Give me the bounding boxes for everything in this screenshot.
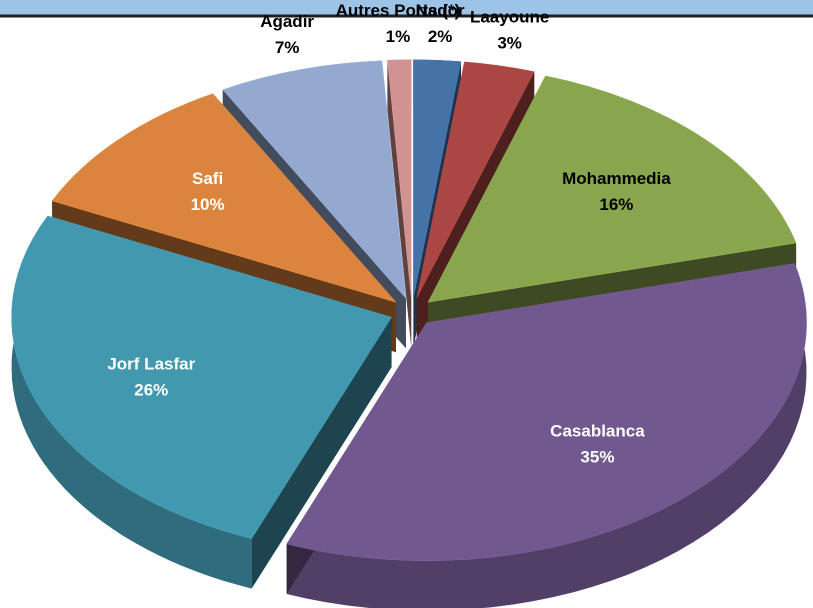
slice-labels: Nador 2% Laayoune 3% Mohammedia 16% Casablanca… bbox=[107, 1, 671, 467]
slice-name: Agadir bbox=[260, 12, 314, 31]
slice-name: Nador bbox=[416, 1, 466, 20]
slice-name: Safi bbox=[192, 169, 223, 188]
slice-value: 2% bbox=[428, 27, 453, 46]
slice bbox=[51, 93, 397, 303]
slice bbox=[222, 60, 407, 300]
slice-value: 3% bbox=[497, 33, 522, 52]
slice-value: 10% bbox=[191, 195, 225, 214]
slice bbox=[11, 215, 392, 539]
slice-tops bbox=[11, 59, 807, 561]
slice-value: 1% bbox=[386, 27, 411, 46]
slice-side bbox=[11, 215, 252, 589]
slice-name: Jorf Lasfar bbox=[107, 354, 195, 373]
slice-name: Mohammedia bbox=[562, 169, 671, 188]
slice-value: 16% bbox=[599, 195, 633, 214]
slice-value: 7% bbox=[275, 38, 300, 57]
slice-value: 35% bbox=[580, 448, 614, 467]
slice-value: 26% bbox=[134, 380, 168, 399]
slice bbox=[427, 75, 797, 303]
slice-name: Laayoune bbox=[470, 7, 549, 26]
slice bbox=[416, 61, 535, 299]
slice-side bbox=[286, 263, 807, 608]
slice-name: Autres Ports (*) bbox=[336, 1, 461, 20]
slice bbox=[413, 59, 462, 298]
slice bbox=[286, 263, 807, 561]
slice-wall bbox=[387, 60, 412, 348]
slice-name: Casablanca bbox=[550, 422, 645, 441]
top-band bbox=[0, 0, 813, 15]
slice-wall bbox=[251, 317, 392, 589]
slice bbox=[387, 59, 412, 298]
